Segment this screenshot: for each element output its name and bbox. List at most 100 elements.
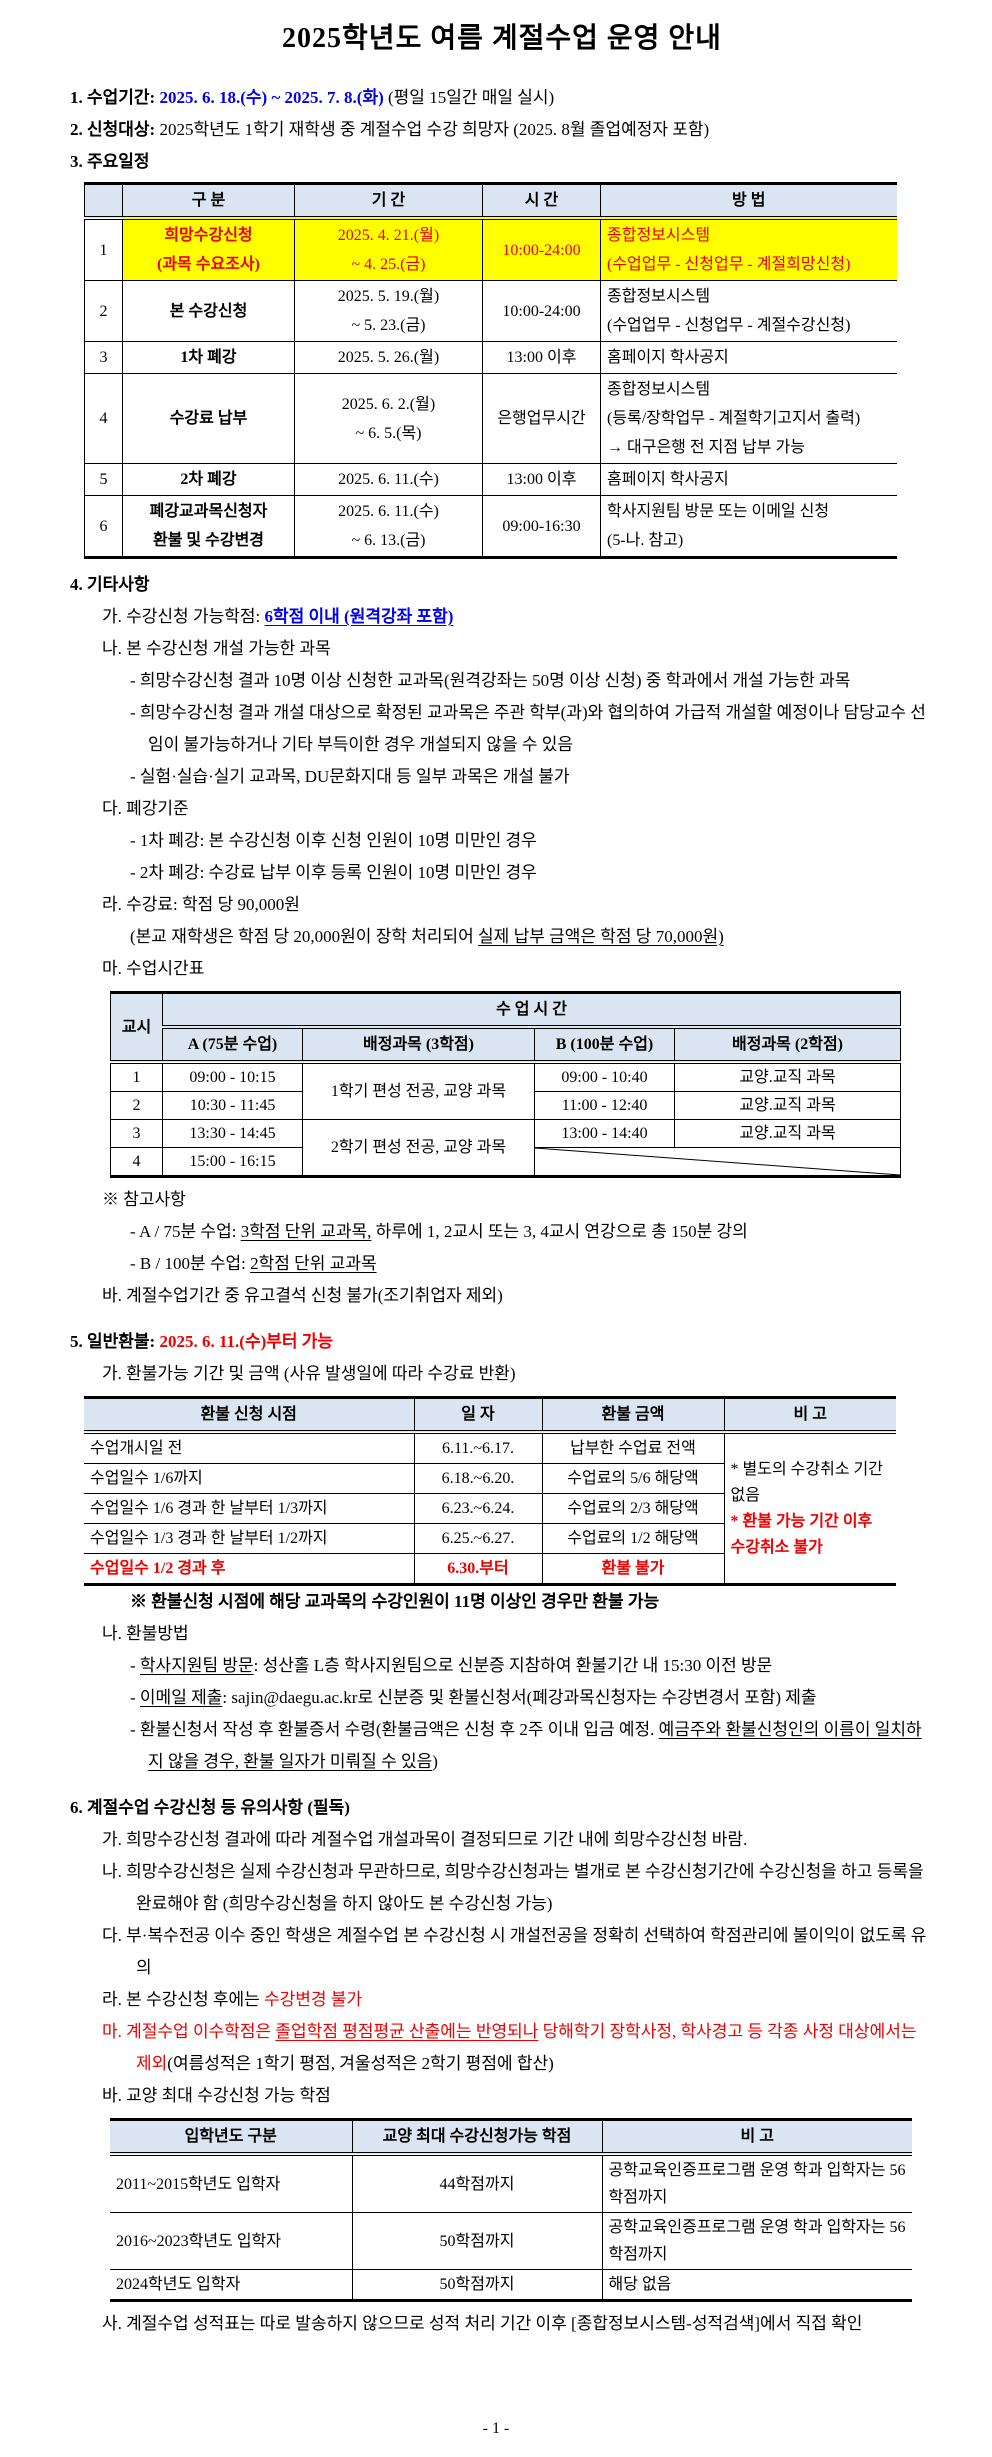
row-number: 6 [84,495,123,558]
schedule-method: 종합정보시스템 (수업업무 - 신청업무 - 계절희망신청) [600,217,897,281]
max-credits: 50학점까지 [351,2212,603,2270]
schedule-row-second-cancellation: 5 2차 폐강 2025. 6. 11.(수) 13:00 이후 홈페이지 학사… [84,463,897,496]
credit-header-year: 입학년도 구분 [110,2119,353,2156]
refund-header-row: 환불 신청 시점 일 자 환불 금액 비 고 [84,1397,896,1434]
email-method-underlined: 이메일 제출 [139,1688,223,1707]
refund-when: 수업일수 1/3 경과 한 날부터 1/2까지 [84,1523,415,1554]
timetable-span-header: 수 업 시 간 [161,992,902,1029]
form-method-pre: - 환불신청서 작성 후 환불증서 수령(환불금액은 신청 후 2주 이내 입금… [130,1720,659,1739]
section4-item-cancellation-criteria: 다. 폐강기준 [102,799,189,818]
refund-when: 수업일수 1/6까지 [84,1463,415,1494]
credits-label: 가. 수강신청 가능학점: [102,607,265,626]
section4-heading: 4. 기타사항 [70,575,150,594]
timetable-corner-header: 교시 [110,992,163,1064]
time-a: 15:00 - 16:15 [162,1147,303,1177]
refund-footnote: ※ 환불신청 시점에 해당 교과목의 수강인원이 11명 이상인 경우만 환불 … [130,1592,660,1611]
schedule-method: 종합정보시스템 (등록/장학업무 - 계절학기고지서 출력) → 대구은행 전 … [600,373,897,464]
time-b: 09:00 - 10:40 [534,1061,675,1092]
schedule-category: 본 수강신청 [122,280,295,342]
tuition-note-pre: (본교 재학생은 학점 당 20,000원이 장학 처리되어 [130,927,479,946]
refund-remark-black: * 별도의 수강취소 기간 없음 [730,1460,883,1504]
section4-bullet-1: - 희망수강신청 결과 10명 이상 신청한 교과목(원격강좌는 50명 이상 … [130,671,851,690]
notes-bullet-a: - A / 75분 수업: 3학점 단위 교과목, 하루에 1, 2교시 또는 … [130,1216,934,1248]
assigned-courses-sem2: 2학기 편성 전공, 교양 과목 [302,1119,535,1177]
refund-heading-label: 5. 일반환불: [70,1332,160,1351]
schedule-method: 홈페이지 학사공지 [600,463,897,496]
refund-table: 환불 신청 시점 일 자 환불 금액 비 고 수업개시일 전 6.11.~6.1… [84,1396,896,1586]
schedule-time: 은행업무시간 [482,373,601,464]
refund-row-before-start: 수업개시일 전 6.11.~6.17. 납부한 수업료 전액 * 별도의 수강취… [84,1431,896,1585]
intro-line-class-period: 1. 수업기간: 2025. 6. 18.(수) ~ 2025. 7. 8.(화… [70,82,934,114]
max-credits: 44학점까지 [351,2153,603,2213]
note-a-post: 하루에 1, 2교시 또는 3, 4교시 연강으로 총 150분 강의 [371,1222,748,1241]
form-method-underlined: 예금주와 환불신청인의 이름이 일치하지 않을 경우, 환불 일자가 미뤄질 수… [148,1720,922,1771]
refund-row-one-half: 수업일수 1/3 경과 한 날부터 1/2까지 6.25.~6.27. 수업료의… [84,1523,896,1554]
admission-year: 2016~2023학년도 입학자 [110,2212,353,2270]
section4-item-tuition: 라. 수강료: 학점 당 90,000원 [102,895,300,914]
notes-bullet-b: - B / 100분 수업: 2학점 단위 교과목 [130,1248,934,1280]
refund-amount: 수업료의 1/2 해당액 [541,1523,724,1554]
note-b-pre: - B / 100분 수업: [130,1254,251,1273]
section6-heading: 6. 계절수업 수강신청 등 유의사항 (필독) [70,1798,350,1817]
schedule-time: 09:00-16:30 [482,495,601,558]
timetable: 교시 수 업 시 간 A (75분 수업) 배정과목 (3학점) B (100분… [110,991,902,1178]
section4-cancel-bullet-2: - 2차 폐강: 수강료 납부 이후 등록 인원이 10명 미만인 경우 [130,863,537,882]
gpa-note-pre: 마. 계절수업 이수학점은 [102,2022,276,2041]
schedule-header-method: 방 법 [600,183,897,220]
row-number: 2 [84,280,123,342]
credit-row-2011-2015: 2011~2015학년도 입학자 44학점까지 공학교육인증프로그램 운영 학과… [110,2153,912,2213]
page-content: 2025학년도 여름 계절수업 운영 안내 1. 수업기간: 2025. 6. … [70,23,934,2333]
note-a-underlined: 3학점 단위 교과목, [240,1222,372,1241]
section6-item-ba: 바. 교양 최대 수강신청 가능 학점 [102,2086,331,2105]
section5-heading: 5. 일반환불: 2025. 6. 11.(수)부터 가능 [70,1326,934,1358]
timetable-row-3: 3 13:30 - 14:45 2학기 편성 전공, 교양 과목 13:00 -… [110,1119,902,1177]
refund-date: 6.18.~6.20. [413,1463,543,1494]
refund-amount: 납부한 수업료 전액 [541,1431,725,1464]
gpa-note-underlined: 졸업학점 평점평균 산출에는 반영되나 [275,2022,539,2041]
section4-item-openable-courses: 나. 본 수강신청 개설 가능한 과목 [102,639,331,658]
assigned-courses-b: 교양.교직 과목 [673,1091,902,1120]
section4-item-credits: 가. 수강신청 가능학점: 6학점 이내 (원격강좌 포함) [102,601,934,633]
refund-date: 6.25.~6.27. [413,1523,543,1554]
assigned-courses-b: 교양.교직 과목 [673,1119,902,1148]
section4-item-absence: 바. 계절수업기간 중 유고결석 신청 불가(조기취업자 제외) [102,1286,503,1305]
schedule-time: 13:00 이후 [482,463,601,496]
refund-header-when: 환불 신청 시점 [84,1397,415,1434]
refund-date: 6.30.부터 [413,1553,543,1585]
refund-amount: 수업료의 2/3 해당액 [541,1493,724,1524]
refund-amount: 수업료의 5/6 해당액 [541,1463,724,1494]
refund-method-form: - 환불신청서 작성 후 환불증서 수령(환불금액은 신청 후 2주 이내 입금… [130,1714,934,1778]
schedule-row-tuition-payment: 4 수강료 납부 2025. 6. 2.(월) ~ 6. 5.(목) 은행업무시… [84,373,897,464]
timetable-header-b: B (100분 수업) [534,1026,675,1064]
schedule-header-row: 구 분 기 간 시 간 방 법 [84,183,897,220]
refund-remark-red: * 환불 가능 기간 이후 수강취소 불가 [730,1512,873,1556]
page-number: - 1 - [482,2420,510,2437]
section6-item-ra: 라. 본 수강신청 후에는 수강변경 불가 [102,1984,934,2016]
refund-date: 6.11.~6.17. [413,1431,543,1464]
schedule-row-wish-application: 1 희망수강신청 (과목 수요조사) 2025. 4. 21.(월) ~ 4. … [84,217,897,281]
class-period-note: (평일 15일간 매일 실시) [383,88,555,107]
schedule-method: 학사지원팀 방문 또는 이메일 신청 (5-나. 참고) [600,495,897,558]
row-number: 4 [84,373,123,464]
note-b-underlined: 2학점 단위 교과목 [250,1254,377,1273]
section5-item-refund-method: 나. 환불방법 [102,1624,189,1643]
refund-method-visit: - 학사지원팀 방문: 성산홀 L층 학사지원팀으로 신분증 지참하여 환불기간… [130,1650,934,1682]
class-period-dates: 2025. 6. 18.(수) ~ 2025. 7. 8.(화) [159,88,384,107]
section6-item-sa: 사. 계절수업 성적표는 따로 발송하지 않으므로 성적 처리 기간 이후 [종… [102,2314,863,2333]
max-credits: 50학점까지 [351,2269,603,2301]
timetable-header-a: A (75분 수업) [162,1026,303,1064]
schedule-header-empty [84,183,123,220]
schedule-method: 종합정보시스템 (수업업무 - 신청업무 - 계절수강신청) [600,280,897,342]
credit-note: 해당 없음 [601,2269,912,2301]
refund-method-email: - 이메일 제출: sajin@daegu.ac.kr로 신분증 및 환불신청서… [130,1682,934,1714]
gpa-note-rest: 당해학기 장학사정, 학사경고 등 각종 사정 대상에서는 제외 [136,2022,917,2073]
schedule-row-refund-change: 6 폐강교과목신청자 환불 및 수강변경 2025. 6. 11.(수) ~ 6… [84,495,897,558]
refund-when: 수업일수 1/2 경과 후 [84,1553,415,1585]
email-method-rest: : sajin@daegu.ac.kr로 신분증 및 환불신청서(폐강과목신청자… [222,1688,817,1707]
credits-limit-text: 6학점 이내 (원격강좌 포함) [264,607,454,626]
row-number: 1 [84,217,123,281]
period-number: 4 [110,1147,163,1177]
schedule-method: 홈페이지 학사공지 [600,341,897,374]
section6-item-ga: 가. 희망수강신청 결과에 따라 계절수업 개설과목이 결정되므로 기간 내에 … [102,1830,748,1849]
